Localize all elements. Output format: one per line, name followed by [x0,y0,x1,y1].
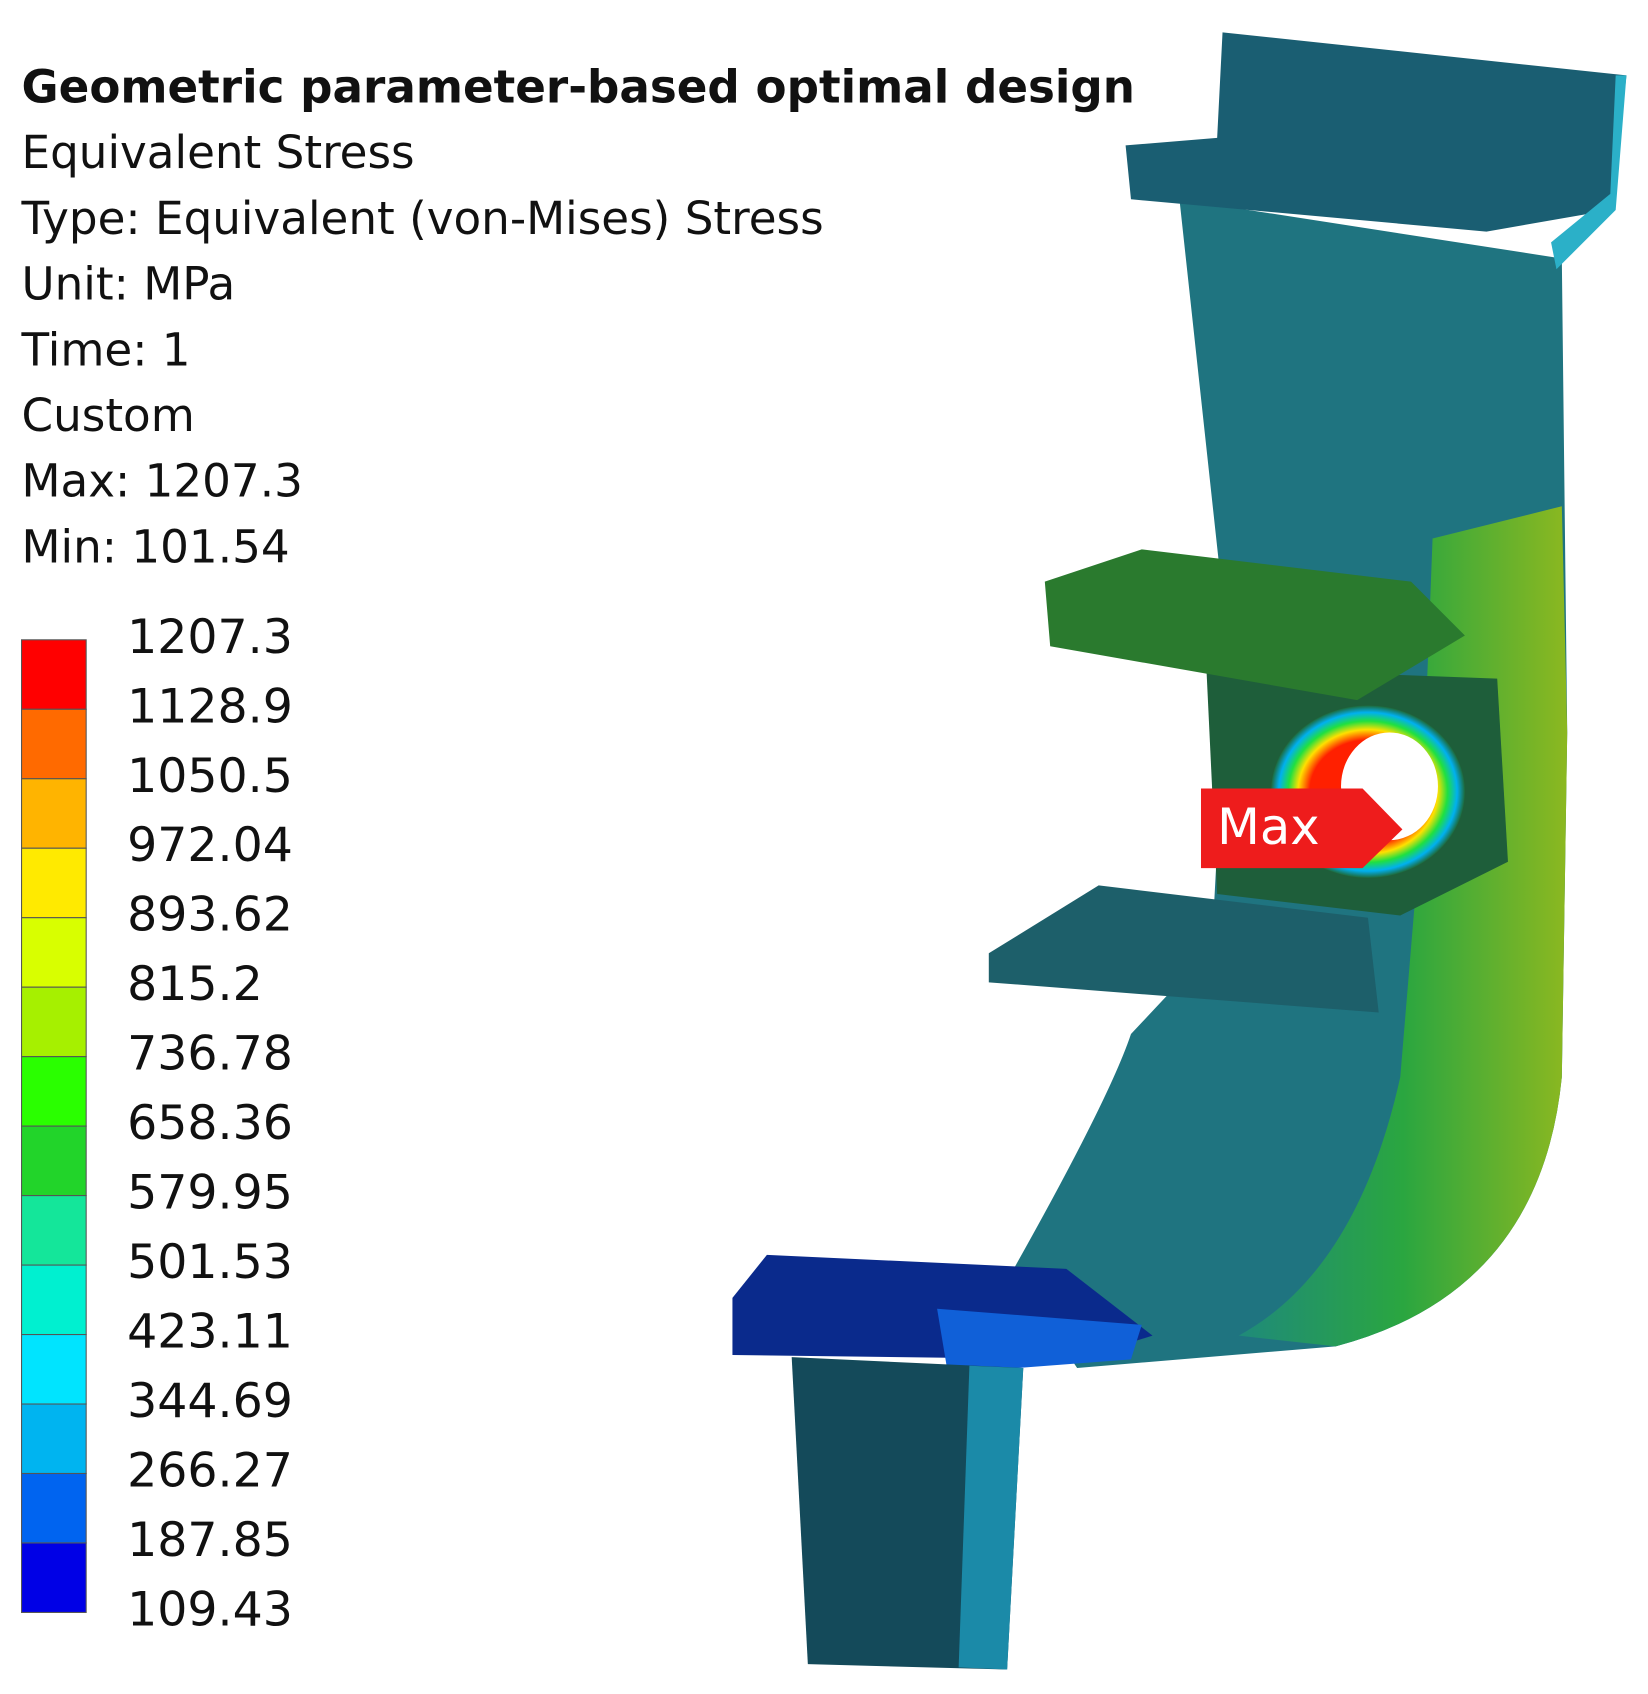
legend-level: 266.27 [127,1443,293,1498]
legend-band [21,1472,87,1544]
legend-band [21,1403,87,1475]
legend-level: 344.69 [127,1374,293,1429]
legend-band [21,1125,87,1197]
legend-level: 658.36 [127,1096,293,1151]
top-shroud-edge [1551,75,1627,270]
geometry [732,32,1627,1670]
legend-level: 1050.5 [127,749,293,804]
legend-level: 423.11 [127,1305,293,1360]
top-shroud [1125,32,1627,232]
max-annotation: Max [1200,788,1403,869]
legend-band [21,1195,87,1266]
legend-band [21,708,87,780]
legend-level: 972.04 [127,818,293,873]
legend-level: 187.85 [127,1513,293,1568]
legend-band [21,778,87,849]
legend-band [21,1542,87,1613]
legend-band [21,1264,87,1336]
legend-band [21,1334,87,1405]
info-line: Max: 1207.3 [22,455,303,508]
shelf-2 [988,885,1379,1013]
root-side [958,1365,1024,1670]
legend-band [21,847,87,919]
shelf-1 [1044,549,1465,701]
info-line: Unit: MPa [22,258,236,311]
info-line: Equivalent Stress [22,126,415,179]
legend: 1207.3 1128.9 1050.5 972.04 893.62 815.2 736.7… [21,610,293,1637]
legend-level: 501.53 [127,1235,293,1290]
info-line: Type: Equivalent (von-Mises) Stress [21,192,824,245]
legend-level: 736.78 [127,1027,293,1082]
legend-band [21,1056,87,1127]
legend-level: 109.43 [127,1582,293,1637]
title: Geometric parameter-based optimal design [22,60,1135,113]
legend-level: 579.95 [127,1166,293,1221]
legend-level: 1128.9 [127,679,293,734]
info-line: Time: 1 [21,323,191,376]
max-label: Max [1217,798,1319,856]
info-lines: Equivalent Stress Type: Equivalent (von-M… [21,126,824,573]
legend-level: 815.2 [127,957,263,1012]
max-flag [1200,788,1403,869]
legend-band [21,917,87,988]
legend-level: 1207.3 [127,610,293,665]
info-line: Custom [22,389,195,442]
legend-band [21,986,87,1058]
legend-level: 893.62 [127,888,293,943]
platform-light [937,1308,1142,1374]
legend-band [21,639,87,710]
info-line: Min: 101.54 [22,520,290,573]
